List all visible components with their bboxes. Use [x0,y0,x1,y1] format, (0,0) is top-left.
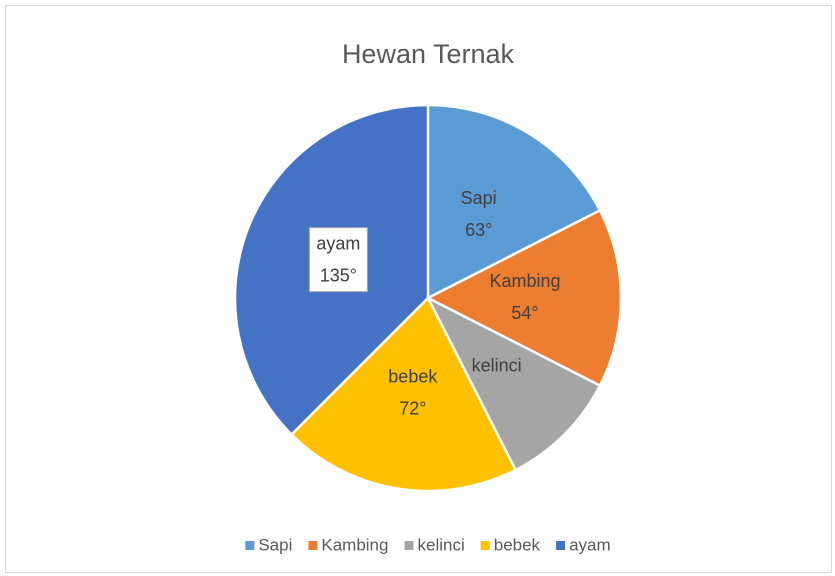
data-label-name: Kambing [489,271,560,291]
pie-slice [289,295,518,493]
legend-swatch [308,541,318,550]
legend-label: Sapi [258,535,292,554]
legend-label: bebek [494,535,541,554]
pie-slice [426,103,602,301]
data-label-value: 72° [399,399,426,419]
data-label-value: 54° [511,303,538,323]
data-label-name: bebek [388,367,438,387]
legend-swatch [556,541,566,550]
data-label-name: kelinci [472,355,522,375]
legend-swatch [480,541,490,550]
legend-label: ayam [569,535,611,554]
data-label-value: 63° [465,220,492,240]
legend-swatch [404,541,414,550]
data-label-box [308,227,368,293]
data-label-name: ayam [316,234,360,254]
chart-title: Hewan Ternak [342,39,515,69]
pie-slice [425,295,602,472]
legend-label: Kambing [321,535,388,554]
legend-label: kelinci [417,535,464,554]
legend-swatch [245,541,255,550]
pie-slice [425,208,623,388]
data-label-name: Sapi [461,188,497,208]
data-label-value: 135° [320,266,357,286]
